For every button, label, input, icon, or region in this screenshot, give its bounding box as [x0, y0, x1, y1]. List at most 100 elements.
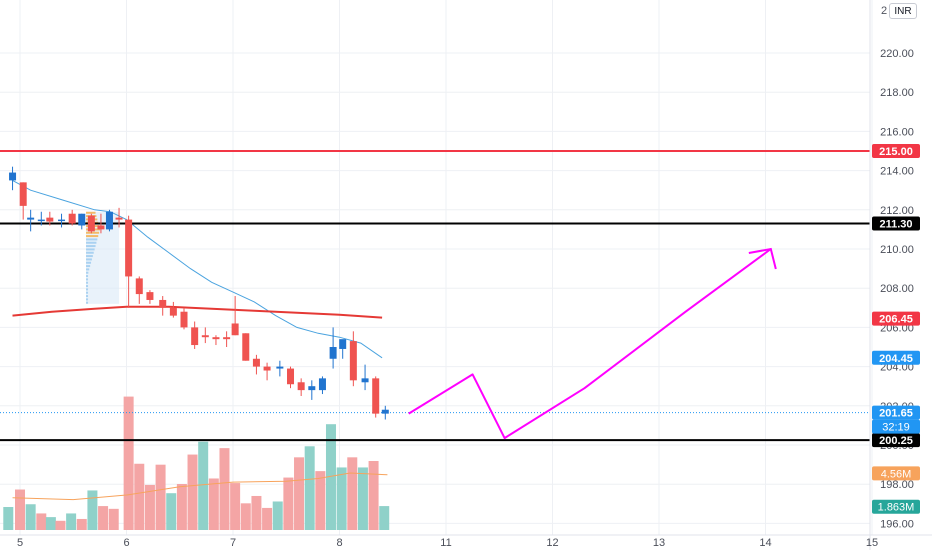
volume-profile-row	[86, 231, 100, 234]
candle-body	[276, 366, 284, 369]
volume-bar	[55, 520, 66, 530]
last-price-label-bg	[872, 405, 920, 420]
volume-bar	[15, 489, 25, 530]
candle-body	[19, 182, 27, 206]
volume-bar	[379, 506, 390, 530]
volume-profile-row	[86, 238, 98, 241]
candle-body	[372, 378, 380, 414]
volume-bar	[272, 501, 283, 530]
volume-profile-row	[86, 211, 96, 214]
grid-lines	[0, 0, 873, 535]
ma-short-label-bg	[872, 350, 920, 365]
volume-ma-line	[12, 472, 388, 501]
partial-y-tick: 2	[881, 5, 888, 17]
volume-profile-row	[86, 255, 93, 258]
y-tick-label: 218.00	[880, 87, 914, 99]
volume-bar	[108, 508, 119, 530]
volume-label-bg	[872, 499, 920, 514]
countdown-label: 32:19	[882, 422, 910, 434]
candle-body	[191, 327, 199, 346]
volume-profile-row	[86, 285, 89, 288]
volume-bar	[187, 454, 198, 530]
volume-profile-row	[86, 241, 97, 244]
candle-body	[169, 307, 177, 316]
volume-bar	[283, 477, 294, 530]
candle-body	[339, 339, 347, 349]
volume-bar	[166, 493, 177, 530]
candle-body	[252, 358, 260, 367]
candle-body	[135, 278, 143, 295]
candle-body	[231, 323, 239, 336]
volume-bar	[304, 446, 315, 530]
black-level-lower-label: 200.25	[879, 435, 913, 447]
volume-bar	[176, 484, 187, 530]
volume-bar	[294, 457, 305, 530]
candle-body	[242, 333, 250, 361]
volume-bar	[240, 503, 251, 530]
volume-bar	[87, 490, 98, 530]
candle-body	[97, 225, 105, 230]
volume-label: 1.863M	[878, 502, 915, 514]
projection-arrowhead	[748, 247, 777, 270]
volume-profile-row	[86, 268, 90, 271]
volume-bar	[134, 463, 145, 530]
candle-body	[308, 386, 316, 391]
candle-body	[105, 211, 113, 230]
countdown-bg	[872, 419, 920, 434]
volume-profile-row	[86, 301, 89, 304]
red-level-label: 215.00	[879, 146, 913, 158]
candle-body	[146, 292, 154, 300]
volume-profile-row	[86, 295, 89, 298]
projection-arrow	[408, 248, 772, 440]
volume-bar	[25, 504, 36, 530]
volume-profile-row	[86, 281, 89, 284]
candle-body	[9, 172, 17, 181]
candle-body	[381, 409, 389, 414]
volume-bar	[262, 507, 273, 530]
volume-bar	[347, 457, 358, 530]
candle-body	[58, 219, 66, 222]
candle-body	[223, 337, 231, 340]
volume-profile-row	[86, 251, 94, 254]
volume-bar	[368, 461, 379, 530]
volume-profile-area	[86, 211, 120, 304]
volume-bar	[76, 518, 87, 530]
volume-profile-row	[86, 298, 89, 301]
y-tick-label: 208.00	[880, 283, 914, 295]
candle-body	[125, 219, 133, 277]
y-tick-label: 216.00	[880, 126, 914, 138]
black-level-lower-label-bg	[872, 433, 920, 448]
x-tick-label: 13	[653, 537, 665, 549]
currency-badge[interactable]: INR	[889, 3, 917, 19]
red-level-label-bg	[872, 144, 920, 158]
moving-average-long	[12, 305, 383, 319]
y-tick-label: 212.00	[880, 205, 914, 217]
candle-body	[27, 217, 35, 220]
x-tick-label: 11	[440, 537, 451, 549]
volume-bar	[98, 506, 109, 530]
candle-body	[263, 366, 271, 371]
volume-bar	[336, 467, 347, 530]
volume-profile-row	[86, 288, 89, 291]
candle-body	[68, 213, 76, 224]
candle-body	[349, 341, 357, 381]
candle-body	[78, 213, 86, 226]
volume-bar	[325, 424, 336, 530]
ma-long-label: 206.45	[879, 314, 913, 326]
volume-profile-row	[86, 275, 89, 278]
ma-short-label: 204.45	[879, 353, 913, 365]
volume-profile-row	[86, 271, 89, 274]
candle-body	[212, 337, 220, 340]
x-tick-label: 14	[759, 537, 771, 549]
candle-body	[329, 347, 337, 359]
volume-profile-row	[86, 265, 91, 268]
volume-bar	[36, 513, 47, 530]
candle-body	[46, 217, 54, 222]
candle-body	[201, 335, 209, 338]
y-tick-label: 210.00	[880, 244, 914, 256]
x-tick-label: 15	[866, 537, 878, 549]
volume-bar	[155, 464, 166, 530]
volume-bar	[123, 396, 134, 530]
candle-body	[287, 368, 295, 385]
